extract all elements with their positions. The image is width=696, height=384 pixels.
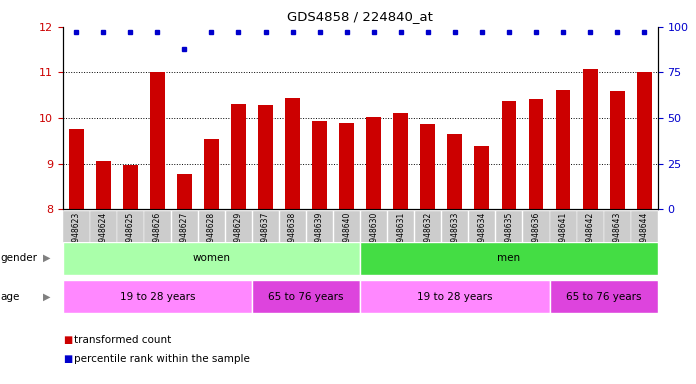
- Bar: [204, 139, 219, 209]
- Text: women: women: [192, 253, 230, 263]
- Bar: [610, 91, 624, 209]
- Text: ■: ■: [63, 335, 72, 345]
- Text: age: age: [1, 291, 20, 302]
- Text: transformed count: transformed count: [74, 335, 172, 345]
- Bar: [177, 174, 192, 209]
- FancyBboxPatch shape: [252, 280, 361, 313]
- Bar: [339, 123, 354, 209]
- FancyBboxPatch shape: [63, 242, 361, 275]
- Bar: [122, 165, 138, 209]
- Bar: [420, 124, 435, 209]
- Bar: [285, 98, 300, 209]
- FancyBboxPatch shape: [361, 280, 550, 313]
- Text: 65 to 76 years: 65 to 76 years: [269, 291, 344, 302]
- Text: ■: ■: [63, 354, 72, 364]
- Text: 19 to 28 years: 19 to 28 years: [120, 291, 195, 302]
- Bar: [583, 69, 598, 209]
- Text: gender: gender: [1, 253, 38, 263]
- Text: percentile rank within the sample: percentile rank within the sample: [74, 354, 251, 364]
- Bar: [555, 90, 571, 209]
- Text: men: men: [498, 253, 521, 263]
- Bar: [150, 73, 165, 209]
- Bar: [313, 121, 327, 209]
- Text: 19 to 28 years: 19 to 28 years: [417, 291, 493, 302]
- Bar: [448, 134, 462, 209]
- Bar: [475, 146, 489, 209]
- Bar: [69, 129, 84, 209]
- Text: ▶: ▶: [43, 253, 51, 263]
- Text: GDS4858 / 224840_at: GDS4858 / 224840_at: [287, 10, 433, 23]
- Text: 65 to 76 years: 65 to 76 years: [566, 291, 642, 302]
- Bar: [258, 105, 273, 209]
- Bar: [366, 117, 381, 209]
- FancyBboxPatch shape: [63, 280, 252, 313]
- Bar: [231, 104, 246, 209]
- Bar: [528, 99, 544, 209]
- FancyBboxPatch shape: [550, 280, 658, 313]
- Bar: [637, 73, 651, 209]
- Bar: [502, 101, 516, 209]
- FancyBboxPatch shape: [361, 242, 658, 275]
- Bar: [96, 161, 111, 209]
- Bar: [393, 113, 408, 209]
- Text: ▶: ▶: [43, 291, 51, 302]
